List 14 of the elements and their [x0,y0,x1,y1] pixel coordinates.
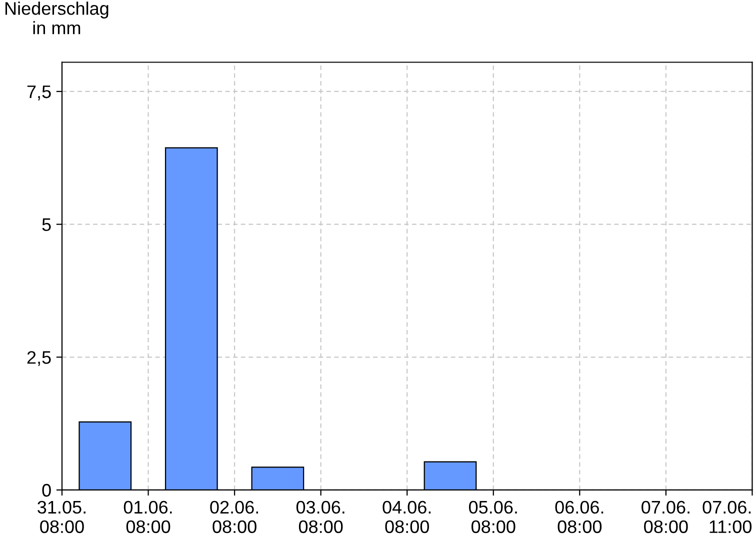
y-axis-title: Niederschlag in mm [5,2,108,34]
x-tick-label: 04.06. 08:00 [382,500,431,534]
y-tick-label: 0 [42,484,51,497]
x-tick-label: 05.06. 08:00 [468,500,517,534]
x-tick-label: 02.06. 08:00 [210,500,258,534]
y-tick-label: 7,5 [27,86,51,100]
y-tick-label: 5 [42,218,51,232]
y-tick-label: 2,5 [27,351,51,366]
x-tick-label: 03.06. 08:00 [296,500,344,534]
x-tick-label: 07.06. 08:00 [642,500,690,534]
x-tick-label: 07.06. 11:00 [702,500,752,534]
x-tick-label: 31.05. 08:00 [38,500,86,534]
x-tick-label: 01.06. 08:00 [124,500,172,534]
x-tick-label: 06.06. 08:00 [555,500,604,534]
